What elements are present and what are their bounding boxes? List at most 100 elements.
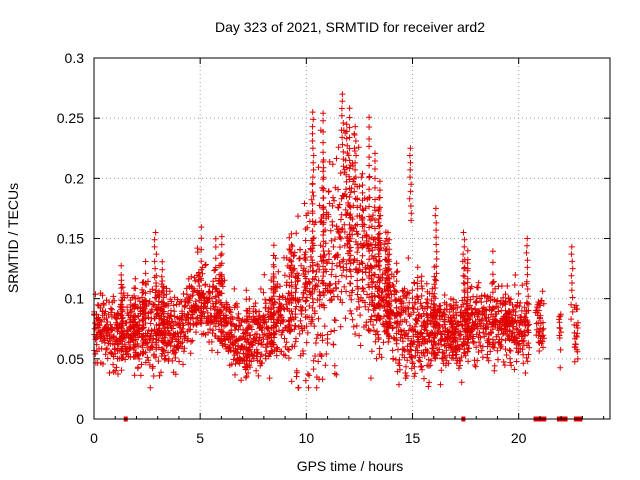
data-point [204, 309, 211, 316]
data-point [326, 158, 333, 165]
data-point [523, 278, 530, 285]
data-point [376, 215, 382, 222]
data-point [461, 287, 468, 294]
data-point [198, 266, 205, 273]
data-point [440, 310, 447, 317]
data-point [270, 275, 277, 281]
data-point [441, 342, 448, 349]
data-point [216, 326, 223, 333]
data-point [341, 221, 348, 228]
data-point [147, 309, 154, 316]
data-point [253, 367, 260, 374]
data-point [196, 283, 203, 289]
data-point [160, 294, 167, 301]
data-point [376, 285, 383, 292]
data-point [245, 370, 252, 376]
data-point [263, 300, 269, 307]
data-point [347, 260, 354, 267]
data-point [474, 357, 481, 364]
data-point [489, 279, 496, 286]
data-point [223, 314, 230, 321]
data-point [348, 273, 355, 280]
data-point [418, 313, 425, 320]
data-point [138, 361, 145, 368]
data-point [424, 296, 431, 303]
data-point [347, 225, 354, 232]
data-point [461, 338, 468, 345]
data-point [417, 364, 424, 370]
data-point [352, 238, 359, 245]
data-point [359, 223, 366, 230]
data-point [148, 306, 155, 313]
data-point [354, 249, 361, 256]
data-point [295, 324, 302, 330]
data-point [188, 273, 195, 280]
data-point [464, 285, 471, 292]
data-point [292, 274, 299, 281]
data-point [382, 297, 389, 304]
data-point [304, 294, 310, 301]
data-point [187, 350, 194, 357]
data-point [320, 228, 327, 235]
data-point [495, 331, 502, 338]
data-point [432, 295, 439, 302]
data-point [476, 329, 483, 336]
data-point [159, 266, 166, 273]
data-point [104, 355, 111, 362]
data-point [216, 306, 223, 313]
data-point [319, 337, 326, 344]
data-point [429, 345, 436, 352]
data-point [132, 295, 139, 302]
data-point [568, 243, 575, 250]
data-point [414, 306, 421, 313]
data-point [523, 354, 530, 361]
data-point [356, 332, 363, 339]
data-point [148, 332, 154, 339]
data-point [320, 238, 327, 245]
data-point [347, 252, 354, 259]
x-tick-label: 15 [405, 430, 421, 446]
data-point [198, 277, 205, 284]
data-point [297, 255, 303, 262]
data-point [525, 293, 532, 300]
data-point [441, 352, 448, 359]
data-point [243, 373, 250, 380]
data-point [407, 145, 414, 152]
data-point [414, 318, 421, 325]
data-point [383, 257, 390, 264]
data-point [147, 320, 154, 327]
data-point [325, 256, 332, 263]
data-point [315, 315, 322, 322]
data-point [302, 268, 309, 275]
data-point [288, 308, 295, 315]
data-point [359, 260, 366, 267]
data-point [136, 355, 143, 362]
data-point [343, 135, 350, 142]
data-point [146, 298, 153, 305]
data-point [184, 335, 191, 342]
axis-ticks: 0 5 10 15 20 0 0.05 0.1 0.15 0.2 0.25 0.3 [57, 50, 610, 446]
data-point [295, 213, 301, 220]
data-point [353, 152, 360, 159]
data-point [187, 326, 194, 333]
data-point [506, 327, 513, 334]
data-point [328, 271, 335, 278]
data-point [152, 354, 159, 361]
data-point [366, 174, 373, 181]
data-point [414, 274, 421, 281]
data-point [243, 287, 250, 294]
data-point [118, 290, 125, 297]
data-point [153, 251, 160, 258]
data-point [119, 284, 126, 291]
data-point [432, 276, 439, 283]
data-point [461, 318, 468, 325]
data-point [464, 256, 471, 263]
data-point [366, 203, 373, 210]
data-point [464, 275, 471, 282]
data-point [130, 332, 137, 339]
data-point [383, 267, 390, 273]
data-point [341, 283, 348, 290]
data-point [287, 327, 294, 334]
data-point [458, 331, 464, 338]
data-point [243, 354, 250, 361]
